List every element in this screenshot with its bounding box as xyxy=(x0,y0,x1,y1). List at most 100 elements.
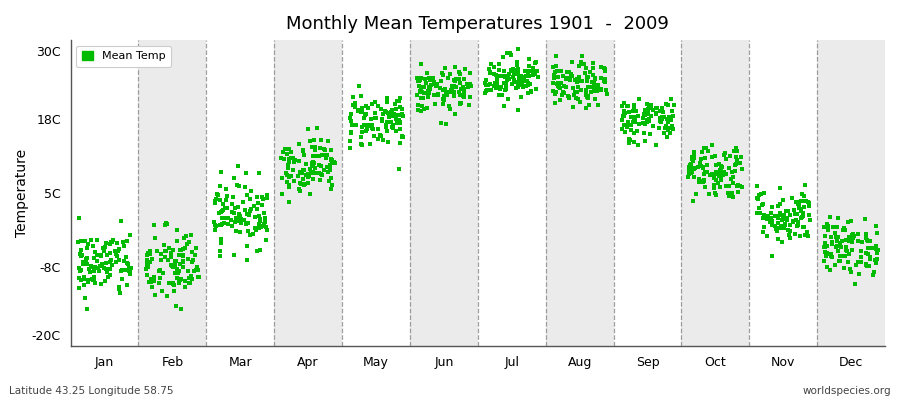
Point xyxy=(182,280,196,286)
Point xyxy=(694,178,708,184)
Point xyxy=(578,70,592,76)
Point xyxy=(509,70,524,77)
Point xyxy=(776,215,790,221)
Point xyxy=(657,114,671,120)
Point xyxy=(572,96,586,102)
Point xyxy=(364,100,379,107)
Point xyxy=(303,138,318,144)
Point xyxy=(624,127,638,134)
Point xyxy=(148,235,162,241)
Point xyxy=(154,257,168,264)
Point xyxy=(218,205,232,212)
Point xyxy=(239,242,254,249)
Point xyxy=(566,104,580,110)
Point xyxy=(681,168,696,174)
Point xyxy=(93,263,107,269)
Point xyxy=(691,164,706,170)
Point xyxy=(546,80,561,86)
Point xyxy=(775,239,789,245)
Point xyxy=(413,88,428,95)
Point xyxy=(732,159,746,166)
Point xyxy=(420,94,435,100)
Point xyxy=(280,179,294,185)
Point xyxy=(95,245,110,251)
Point xyxy=(375,118,390,124)
Point xyxy=(778,220,793,227)
Point xyxy=(709,192,724,198)
Point xyxy=(346,102,361,109)
Point xyxy=(664,96,679,102)
Point xyxy=(307,137,321,143)
Point xyxy=(414,95,428,102)
Point xyxy=(817,240,832,246)
Point xyxy=(845,234,859,241)
Point xyxy=(321,169,336,176)
Point xyxy=(627,138,642,145)
Point xyxy=(652,115,667,121)
Point xyxy=(616,113,631,120)
Point xyxy=(94,280,109,287)
Point xyxy=(74,277,88,284)
Point xyxy=(513,73,527,79)
Point xyxy=(457,90,472,96)
Point xyxy=(773,184,788,191)
Point xyxy=(463,70,477,76)
Point xyxy=(364,116,378,122)
Point xyxy=(95,261,110,268)
Point xyxy=(547,68,562,75)
Point xyxy=(291,173,305,179)
Point xyxy=(508,79,523,85)
Point xyxy=(626,119,641,125)
Point xyxy=(639,110,653,117)
Point xyxy=(142,279,157,285)
Point xyxy=(719,183,733,190)
Point xyxy=(644,113,658,119)
Point xyxy=(462,102,476,108)
Point xyxy=(478,80,492,86)
Point xyxy=(156,288,170,295)
Point xyxy=(208,198,222,204)
Point xyxy=(248,227,263,233)
Point xyxy=(588,76,602,82)
Point xyxy=(315,152,329,158)
Point xyxy=(314,162,328,169)
Point xyxy=(622,122,636,128)
Point xyxy=(579,92,593,98)
Point xyxy=(761,212,776,219)
Point xyxy=(487,64,501,71)
Point xyxy=(287,157,302,164)
Point xyxy=(771,225,786,232)
Point xyxy=(621,139,635,146)
Point xyxy=(216,200,230,207)
Point xyxy=(503,52,517,58)
Point xyxy=(174,247,188,253)
Point xyxy=(615,117,629,123)
Point xyxy=(170,226,184,233)
Point xyxy=(73,250,87,257)
Point xyxy=(415,102,429,109)
Point xyxy=(253,247,267,254)
Point xyxy=(498,73,512,79)
Point xyxy=(355,124,369,130)
Point xyxy=(280,151,294,158)
Point xyxy=(654,114,669,120)
Point xyxy=(151,280,166,286)
Point xyxy=(292,179,307,186)
Point xyxy=(842,251,857,258)
Point xyxy=(580,78,594,84)
Point xyxy=(554,68,568,74)
Point xyxy=(726,174,741,180)
Point xyxy=(660,134,674,140)
Point xyxy=(841,259,855,266)
Point xyxy=(615,117,629,123)
Point xyxy=(124,264,139,271)
Point xyxy=(104,272,118,278)
Point xyxy=(483,70,498,76)
Point xyxy=(373,131,387,138)
Point xyxy=(212,209,227,216)
Point xyxy=(649,105,663,111)
Point xyxy=(120,260,134,266)
Point xyxy=(324,157,338,163)
Point xyxy=(518,82,533,89)
Point xyxy=(308,144,322,150)
